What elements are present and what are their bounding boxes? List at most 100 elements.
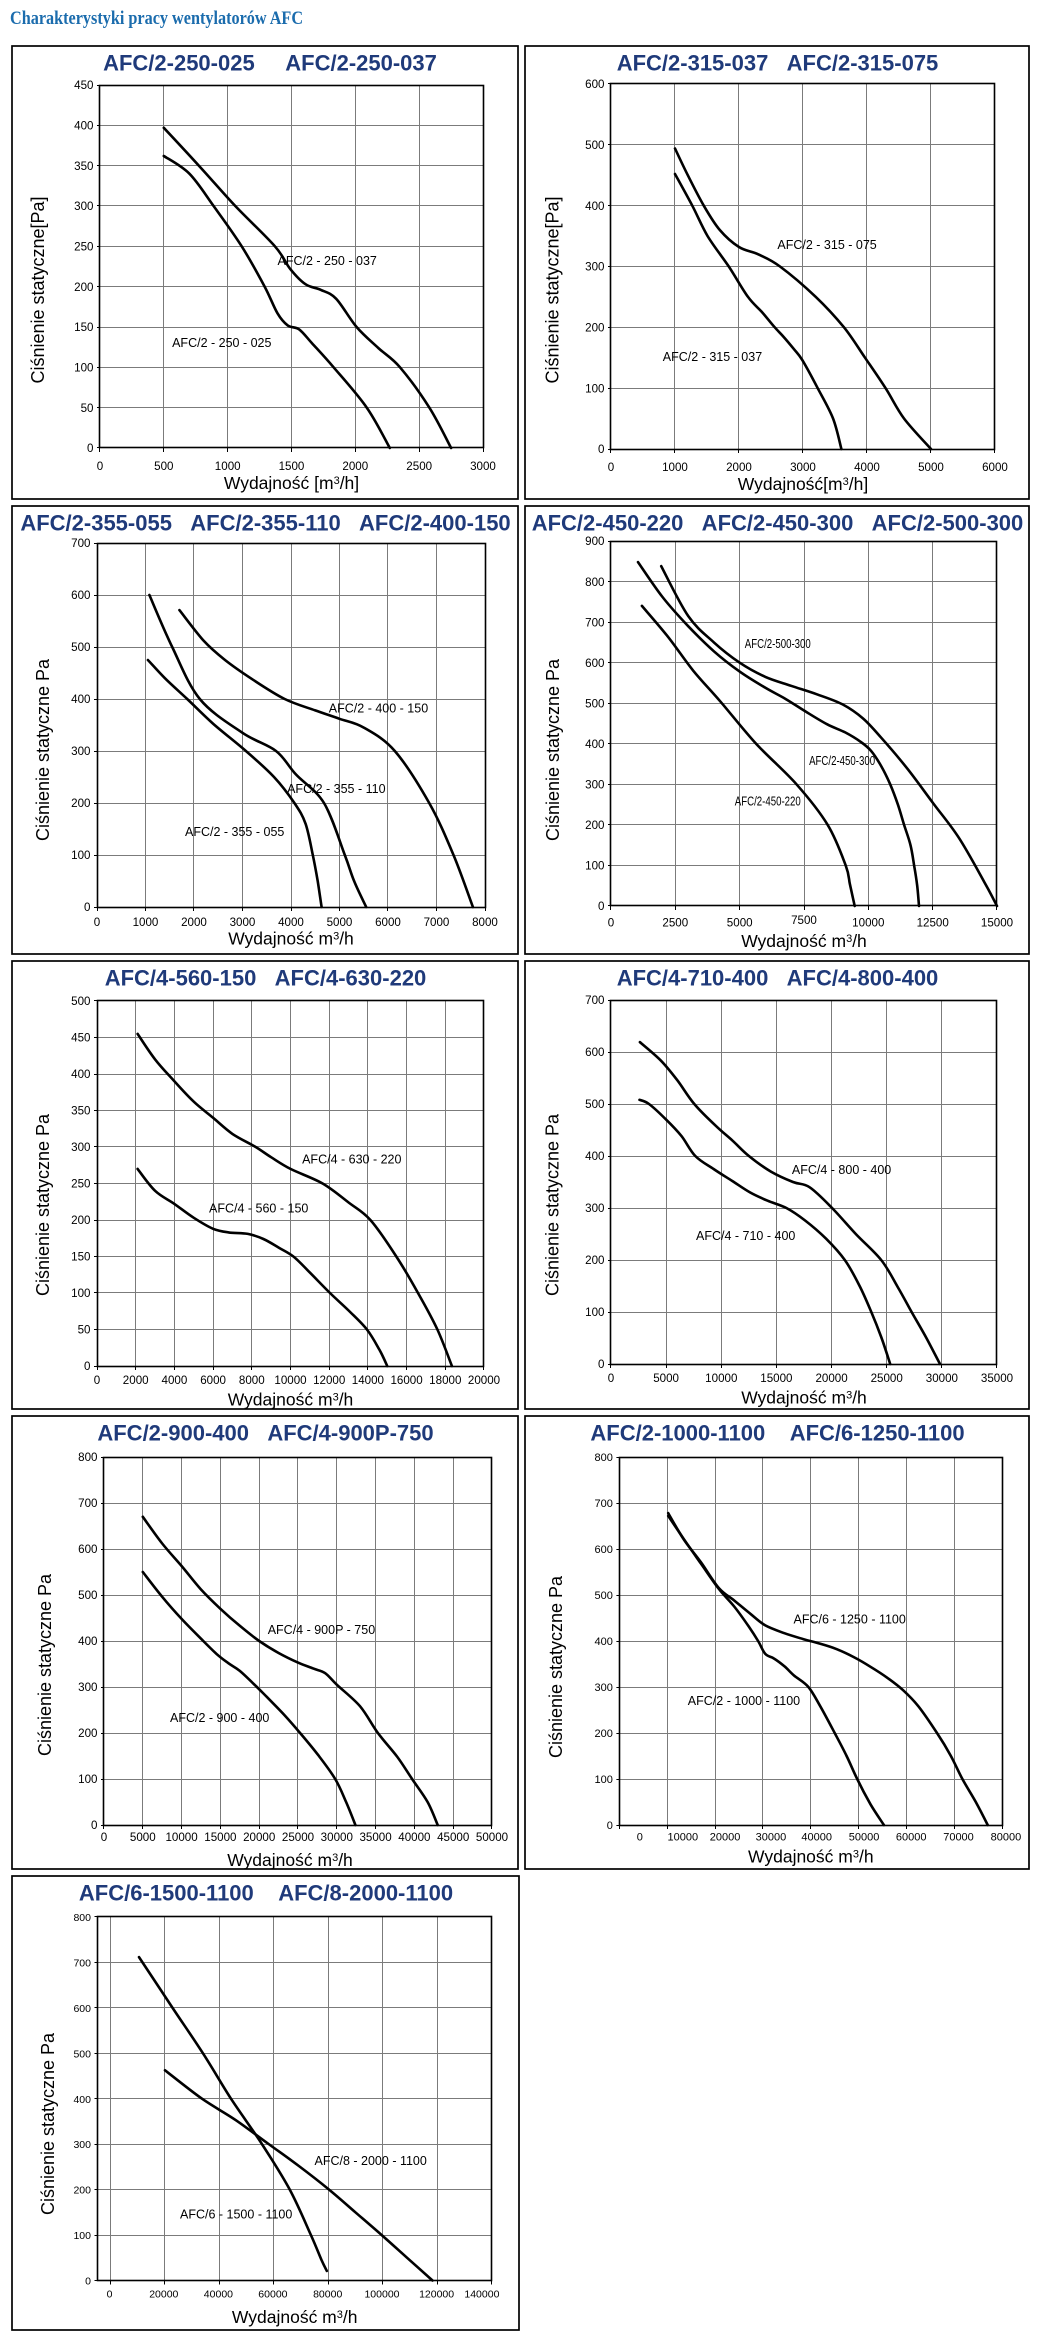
- svg-text:200: 200: [73, 2185, 91, 2197]
- svg-text:50: 50: [81, 402, 94, 415]
- svg-text:16000: 16000: [390, 1374, 422, 1387]
- svg-text:200: 200: [71, 1214, 90, 1227]
- svg-text:0: 0: [94, 1374, 100, 1387]
- svg-text:0: 0: [598, 900, 604, 913]
- svg-text:Wydajność m3/h: Wydajność m3/h: [741, 931, 867, 951]
- svg-text:50000: 50000: [476, 1831, 508, 1844]
- svg-text:700: 700: [585, 616, 604, 629]
- svg-text:AFC/2-355-055 AFC/2-355-110: AFC/2-355-055 AFC/2-355-110 AFC/2-400-15…: [20, 511, 510, 536]
- svg-text:35000: 35000: [981, 1372, 1013, 1385]
- svg-text:AFC/4 - 800 - 400: AFC/4 - 800 - 400: [792, 1163, 891, 1177]
- svg-text:10000: 10000: [705, 1372, 737, 1385]
- svg-text:200: 200: [71, 797, 90, 810]
- svg-text:600: 600: [585, 1046, 604, 1059]
- svg-text:AFC/2 - 900 - 400: AFC/2 - 900 - 400: [170, 1711, 269, 1725]
- svg-text:1000: 1000: [215, 460, 241, 473]
- svg-text:0: 0: [637, 1832, 643, 1844]
- svg-text:5000: 5000: [727, 917, 753, 930]
- svg-text:AFC/4 - 710 - 400: AFC/4 - 710 - 400: [696, 1229, 795, 1243]
- svg-text:350: 350: [74, 160, 93, 173]
- svg-text:40000: 40000: [801, 1832, 832, 1844]
- svg-text:500: 500: [73, 2048, 91, 2060]
- svg-text:2500: 2500: [662, 917, 688, 930]
- svg-text:700: 700: [71, 537, 90, 550]
- svg-text:150: 150: [74, 321, 93, 334]
- svg-text:AFC/2-315-037 AFC/2-315-075: AFC/2-315-037 AFC/2-315-075: [617, 51, 939, 76]
- svg-text:400: 400: [585, 1150, 604, 1163]
- svg-text:450: 450: [71, 1032, 90, 1045]
- svg-text:Wydajność m3/h: Wydajność m3/h: [232, 2307, 358, 2327]
- svg-text:1000: 1000: [662, 461, 688, 474]
- svg-text:100: 100: [73, 2230, 91, 2242]
- svg-text:AFC/2 - 250 - 037: AFC/2 - 250 - 037: [278, 254, 377, 268]
- svg-text:200: 200: [595, 1728, 613, 1740]
- svg-text:AFC/2 - 355 - 110: AFC/2 - 355 - 110: [287, 782, 385, 796]
- svg-text:6000: 6000: [982, 461, 1008, 474]
- svg-text:600: 600: [585, 78, 604, 91]
- svg-text:AFC/4-560-150 AFC/4-630-220: AFC/4-560-150 AFC/4-630-220: [105, 966, 427, 991]
- svg-text:Ciśnienie statyczne[Pa]: Ciśnienie statyczne[Pa]: [28, 196, 48, 383]
- svg-text:30000: 30000: [756, 1832, 787, 1844]
- svg-text:900: 900: [585, 535, 604, 548]
- svg-text:4000: 4000: [854, 461, 880, 474]
- svg-text:3000: 3000: [790, 461, 816, 474]
- svg-text:Ciśnienie statyczne Pa: Ciśnienie statyczne Pa: [35, 1573, 55, 1756]
- svg-text:35000: 35000: [359, 1831, 391, 1844]
- svg-text:0: 0: [608, 917, 614, 930]
- svg-text:500: 500: [585, 697, 604, 710]
- svg-text:15000: 15000: [204, 1831, 236, 1844]
- svg-text:140000: 140000: [464, 2289, 499, 2301]
- svg-text:500: 500: [78, 1589, 97, 1602]
- svg-text:Ciśnienie statyczne Pa: Ciśnienie statyczne Pa: [33, 1113, 53, 1296]
- svg-text:400: 400: [595, 1636, 613, 1648]
- svg-text:100: 100: [74, 362, 93, 375]
- svg-text:20000: 20000: [149, 2289, 178, 2301]
- svg-text:AFC/2 - 1000 - 1100: AFC/2 - 1000 - 1100: [688, 1694, 800, 1708]
- svg-text:600: 600: [585, 657, 604, 670]
- svg-text:200: 200: [585, 1254, 604, 1267]
- svg-text:300: 300: [595, 1682, 613, 1694]
- svg-text:100: 100: [78, 1773, 97, 1786]
- svg-text:10000: 10000: [852, 917, 884, 930]
- svg-text:700: 700: [78, 1497, 97, 1510]
- svg-text:AFC/6-1500-1100 AFC/8-2000-: AFC/6-1500-1100 AFC/8-2000-1100: [79, 1881, 453, 1906]
- svg-text:100: 100: [71, 1287, 90, 1300]
- svg-text:15000: 15000: [760, 1372, 792, 1385]
- svg-text:0: 0: [101, 1831, 107, 1844]
- svg-text:20000: 20000: [243, 1831, 275, 1844]
- svg-text:Ciśnienie statyczne Pa: Ciśnienie statyczne Pa: [38, 2032, 58, 2215]
- svg-text:0: 0: [91, 1819, 97, 1832]
- svg-text:Ciśnienie statyczne Pa: Ciśnienie statyczne Pa: [33, 658, 53, 841]
- svg-text:AFC/2-450-220 AFC/2-450-300: AFC/2-450-220 AFC/2-450-300 AFC/2-500-30…: [532, 511, 1024, 536]
- svg-text:400: 400: [71, 693, 90, 706]
- svg-text:12000: 12000: [313, 1374, 345, 1387]
- svg-text:50: 50: [78, 1324, 91, 1337]
- svg-text:0: 0: [608, 461, 614, 474]
- svg-text:30000: 30000: [321, 1831, 353, 1844]
- svg-text:250: 250: [74, 241, 93, 254]
- svg-text:15000: 15000: [981, 917, 1013, 930]
- svg-text:18000: 18000: [429, 1374, 461, 1387]
- svg-text:60000: 60000: [258, 2289, 287, 2301]
- svg-text:300: 300: [585, 779, 604, 792]
- svg-text:0: 0: [85, 2276, 91, 2288]
- svg-text:700: 700: [585, 994, 604, 1007]
- svg-text:Wydajność m3/h: Wydajność m3/h: [228, 929, 354, 949]
- svg-text:14000: 14000: [352, 1374, 384, 1387]
- svg-text:200: 200: [585, 322, 604, 335]
- svg-text:800: 800: [585, 576, 604, 589]
- svg-text:60000: 60000: [896, 1832, 927, 1844]
- svg-text:500: 500: [71, 641, 90, 654]
- svg-text:300: 300: [78, 1681, 97, 1694]
- svg-text:0: 0: [598, 443, 604, 456]
- svg-text:AFC/2 - 315 - 075: AFC/2 - 315 - 075: [777, 238, 876, 252]
- svg-text:AFC/4-710-400 AFC/4-800-400: AFC/4-710-400 AFC/4-800-400: [617, 966, 939, 991]
- svg-text:7500: 7500: [791, 914, 817, 927]
- svg-text:300: 300: [74, 200, 93, 213]
- svg-text:400: 400: [74, 120, 93, 133]
- svg-text:0: 0: [94, 916, 100, 929]
- svg-text:0: 0: [607, 1820, 613, 1832]
- svg-text:500: 500: [595, 1590, 613, 1602]
- svg-text:2000: 2000: [342, 460, 368, 473]
- svg-text:400: 400: [585, 200, 604, 213]
